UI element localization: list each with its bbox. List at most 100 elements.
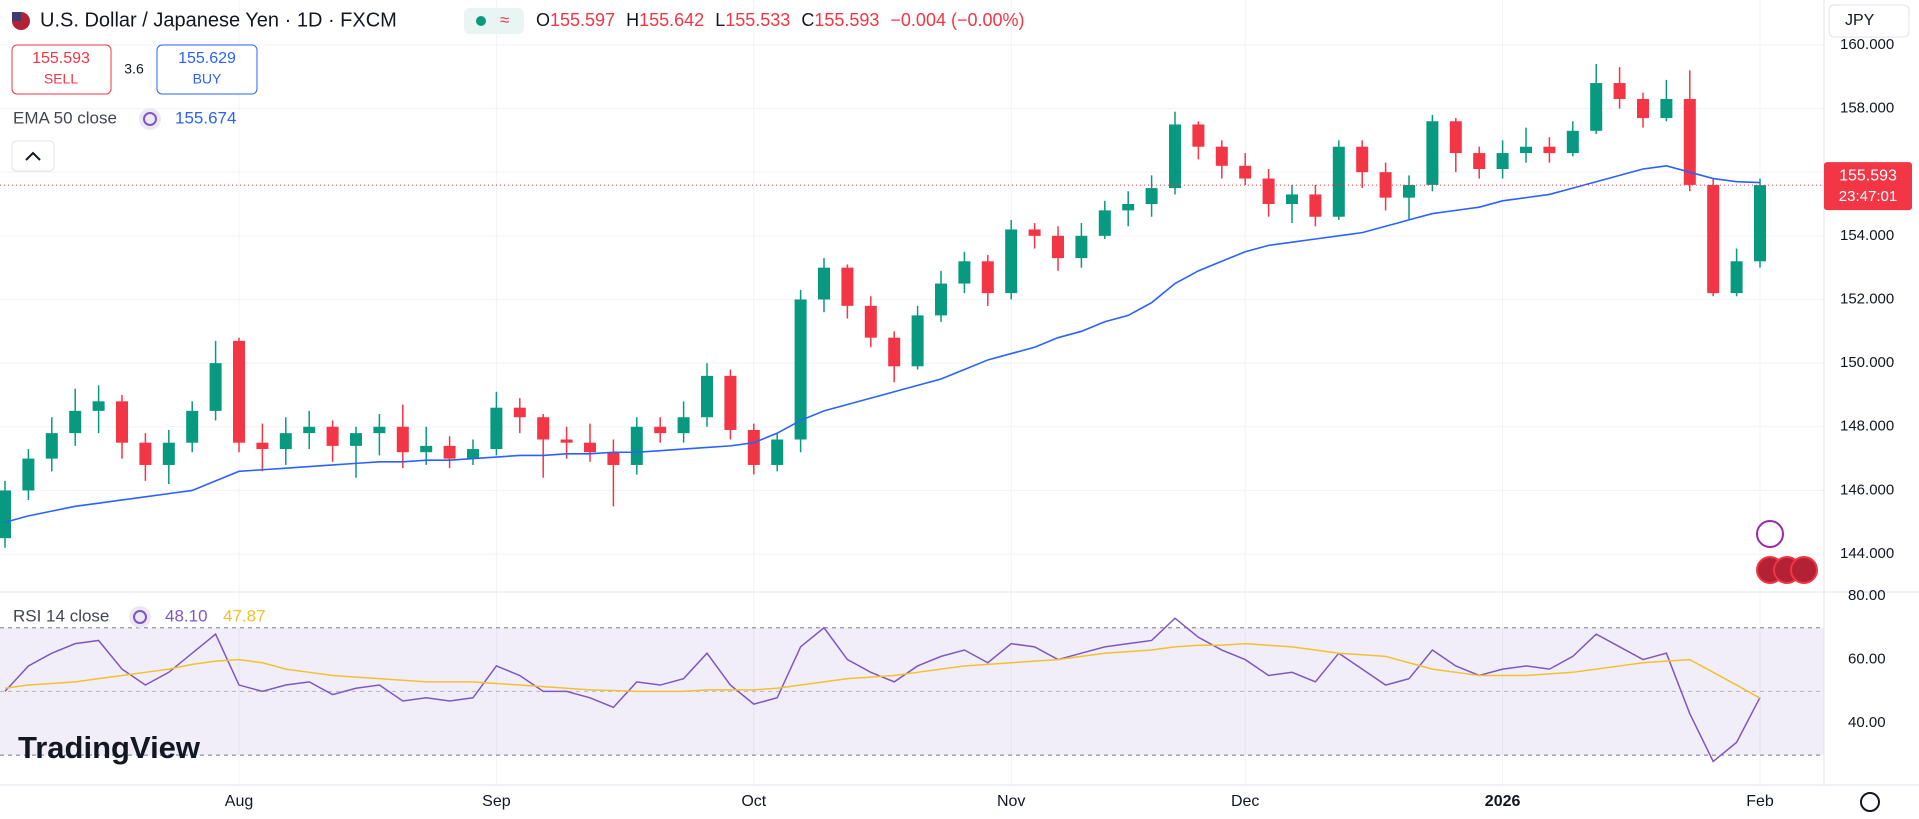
candle-body [935,283,947,316]
rsi-legend-name[interactable]: RSI 14 close [13,606,109,625]
candle-body [677,417,690,434]
candle-body [162,442,175,465]
ohlc-value: 155.533 [725,10,790,30]
ohlc-value: 155.642 [639,10,704,30]
candle-body [1496,153,1509,169]
rsi-settings-icon[interactable] [129,606,151,628]
rsi-tick-label: 60.00 [1848,651,1886,668]
ohlc-label: H [626,10,639,30]
event-icon[interactable] [1756,520,1784,548]
candle-body [1145,188,1158,205]
candle-body [1215,146,1228,166]
market-status[interactable] [464,8,524,34]
x-tick-label: Nov [997,793,1025,810]
candle-body [1005,229,1018,294]
candle-body [443,445,456,459]
candle-body [92,401,105,411]
candle-body [420,445,433,453]
candle-body [630,426,643,465]
candle-body [1660,98,1673,119]
x-tick-label: Aug [225,793,253,810]
candle-body [256,442,269,450]
collapse-button[interactable] [11,140,55,172]
buy-price: 155.629 [178,50,236,67]
collapse-icon [25,151,41,161]
candle-body [303,426,316,434]
candle-body [1286,194,1298,205]
candle-body [0,490,11,539]
last-price-box [1824,162,1912,211]
candle-body [1332,146,1345,217]
x-tick-label: Feb [1746,793,1774,810]
ohlc-value: 155.593 [814,10,879,30]
ema-settings-icon[interactable] [139,108,161,130]
candle-body [701,375,713,418]
symbol-title[interactable]: U.S. Dollar / Japanese Yen · 1D · FXCM [40,9,397,31]
candle-body [1683,98,1696,185]
ema-legend-name[interactable]: EMA 50 close [13,108,117,127]
y-tick-label: 148.000 [1840,418,1894,435]
candle-body [560,439,573,443]
candle-body [1707,184,1720,294]
candle-body [1379,172,1392,198]
candle-body [326,426,339,446]
y-tick-label: 150.000 [1840,354,1894,371]
candle-body [1730,261,1743,294]
symbol-flag-canton [12,12,21,21]
plot-area [0,0,1824,785]
countdown-label: 23:47:01 [1839,188,1897,205]
candle-body [396,426,409,453]
rsi-tick-label: 40.00 [1848,714,1886,731]
currency-button[interactable] [1828,4,1910,38]
candle-body [279,433,292,450]
ema-settings-glyph [143,112,157,126]
branding[interactable]: TradingView [18,730,201,765]
candle-body [1613,83,1626,99]
candle-body [1052,235,1064,259]
candle-body [1543,146,1556,154]
candle-body [373,426,386,434]
candle-body [1309,194,1322,217]
candle-body [467,449,479,459]
candle-body [1520,146,1532,154]
sell-button[interactable] [11,44,112,95]
event-flag-icon[interactable] [1790,556,1818,584]
candle-body [1403,184,1415,198]
rsi-ma-line [4,642,1761,699]
candle-body [350,433,362,446]
candle-body [1098,210,1111,236]
buy-button[interactable] [156,44,258,95]
candle-body [186,410,199,443]
candle-body [116,401,128,443]
candle-body [22,458,35,491]
candle-body [69,410,82,434]
candle-body [537,417,550,440]
candle-body [1262,178,1275,205]
candle-body [1075,235,1088,259]
candle-body [139,442,152,465]
market-open-dot [476,16,486,26]
x-tick-label: Sep [482,793,511,810]
sell-label: SELL [44,71,78,87]
sell-price: 155.593 [32,50,90,67]
candle-body [841,267,854,306]
candle-body [513,407,526,418]
candle-body [209,363,222,411]
x-tick-label: 2026 [1485,793,1521,810]
y-tick-label: 154.000 [1840,227,1894,244]
ohlc-label: C [801,10,814,30]
candle-body [818,267,830,300]
candle-body [771,439,784,465]
y-tick-label: 158.000 [1840,99,1894,116]
candle-body [45,433,58,459]
candle-body [654,426,667,434]
candle-body [888,337,901,367]
candle-body [1192,124,1205,147]
x-tick-label: Oct [741,793,766,810]
ohlc-label: O [536,10,550,30]
settings-gear[interactable] [1860,792,1880,812]
candle-body [1566,130,1579,154]
rsi-settings-glyph [133,610,147,624]
candle-body [747,429,760,465]
